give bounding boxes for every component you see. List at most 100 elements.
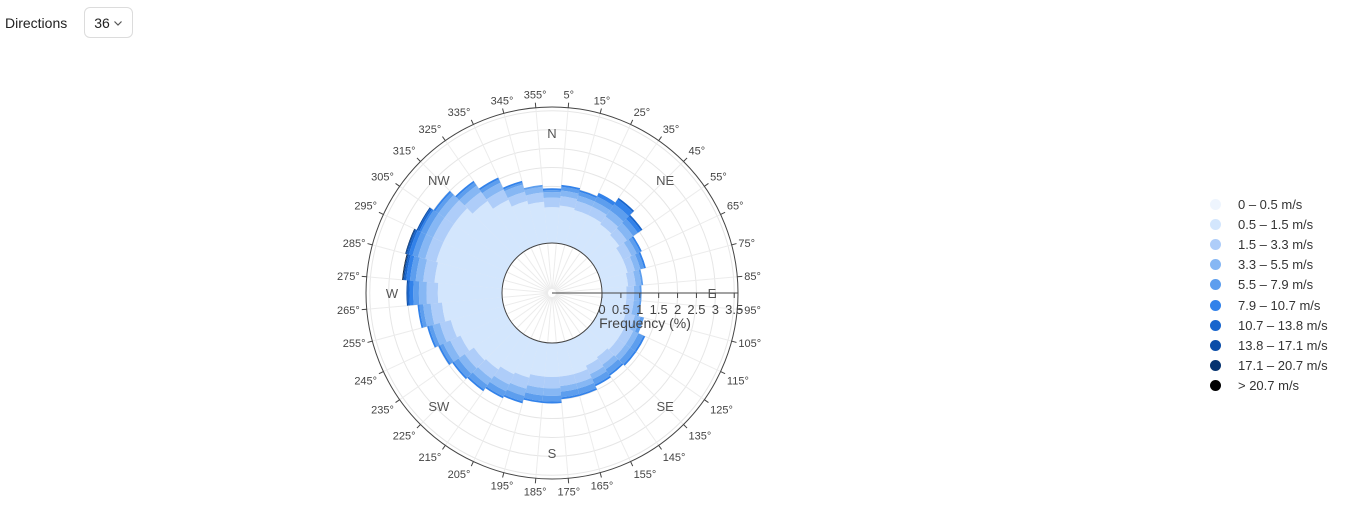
directions-label: Directions (5, 14, 68, 31)
wind-bar (523, 184, 543, 190)
wind-bar (585, 358, 604, 375)
inner-spoke (503, 288, 549, 294)
wind-bar (543, 191, 561, 199)
wind-bar (556, 205, 575, 245)
angular-gridline (592, 185, 705, 265)
legend-item[interactable]: 0.5 – 1.5 m/s (1210, 214, 1328, 234)
wind-bar (419, 304, 428, 328)
wind-bar (617, 197, 635, 213)
legend-swatch (1210, 339, 1221, 351)
inner-spoke (555, 271, 597, 292)
legend-swatch (1210, 299, 1221, 311)
legend-label: 13.8 – 17.1 m/s (1238, 337, 1328, 353)
wind-bar (417, 207, 433, 232)
wind-bar (473, 321, 517, 361)
wind-bar (503, 182, 523, 192)
wind-bar (486, 381, 507, 397)
legend-label: > 20.7 m/s (1238, 378, 1300, 394)
wind-bar (404, 254, 411, 281)
inner-spoke (553, 296, 574, 338)
directions-select[interactable]: 36 (84, 7, 133, 38)
angular-tick-label: 325° (419, 124, 442, 136)
wind-bar (402, 254, 408, 280)
wind-bar (576, 377, 594, 389)
wind-bar (544, 342, 560, 377)
wind-bar (628, 214, 643, 231)
inner-spoke (530, 296, 551, 338)
angular-tick (416, 424, 421, 429)
legend-item[interactable]: 3.3 – 5.5 m/s (1210, 255, 1328, 275)
angular-tick (470, 119, 474, 125)
wind-bar (597, 305, 626, 326)
wind-bar (616, 242, 632, 260)
inner-spoke (511, 264, 550, 292)
wind-bar (450, 335, 470, 358)
angular-tick (502, 472, 505, 478)
wind-bar (506, 382, 527, 397)
angular-tick-label: 35° (663, 124, 680, 136)
angular-tick-label: 75° (738, 238, 755, 250)
wind-bar (510, 372, 530, 389)
wind-bar (559, 374, 577, 387)
wind-bar (409, 256, 420, 282)
angular-tick-label: 45° (688, 146, 705, 158)
compass-label: SE (656, 399, 674, 414)
wind-bar (543, 387, 561, 396)
legend-item[interactable]: 13.8 – 17.1 m/s (1210, 335, 1328, 355)
angular-tick (395, 183, 400, 187)
compass-label: NE (656, 173, 674, 188)
inner-spoke (554, 295, 588, 329)
legend-item[interactable]: > 20.7 m/s (1210, 376, 1328, 396)
radial-tick-label: 3.5 (725, 302, 743, 317)
wind-bar (434, 262, 504, 289)
wind-bar (587, 321, 618, 350)
wind-bar (525, 385, 544, 396)
legend-label: 5.5 – 7.9 m/s (1238, 277, 1314, 293)
inner-spoke (538, 296, 552, 341)
legend-label: 7.9 – 10.7 m/s (1238, 297, 1321, 313)
inner-spoke (507, 294, 549, 315)
wind-bar (592, 371, 610, 385)
legend-swatch (1210, 360, 1221, 372)
wind-bar (561, 184, 581, 190)
wind-bar (628, 237, 641, 254)
wind-bar (511, 200, 540, 248)
wind-bar (486, 189, 509, 209)
legend-item[interactable]: 7.9 – 10.7 m/s (1210, 295, 1328, 315)
angular-tick-label: 215° (419, 452, 442, 464)
radial-tick-label: 0.5 (612, 302, 630, 317)
wind-bar (622, 256, 635, 273)
wind-bar (543, 190, 561, 193)
wind-bar (578, 191, 597, 202)
wind-bar (623, 239, 637, 256)
wind-bar (504, 184, 525, 199)
legend-item[interactable]: 5.5 – 7.9 m/s (1210, 275, 1328, 295)
legend-label: 10.7 – 13.8 m/s (1238, 317, 1328, 333)
wind-bar (452, 361, 468, 380)
bars (402, 177, 646, 404)
legend-item[interactable]: 1.5 – 3.3 m/s (1210, 234, 1328, 254)
directions-select-value: 36 (94, 14, 110, 31)
angular-tick-label: 355° (524, 90, 547, 102)
wind-bar (460, 314, 512, 351)
wind-bar (608, 363, 624, 376)
inner-spoke (551, 296, 557, 342)
inner-spoke (530, 248, 551, 290)
wind-bar (600, 216, 619, 234)
inner-spoke (504, 279, 549, 293)
inner-spoke (554, 264, 593, 292)
wind-bar (503, 394, 523, 404)
legend-item[interactable]: 17.1 – 20.7 m/s (1210, 356, 1328, 376)
legend-item[interactable]: 10.7 – 13.8 m/s (1210, 315, 1328, 335)
wind-bar (631, 236, 642, 252)
wind-bar (588, 206, 607, 223)
wind-bar (560, 190, 579, 200)
wind-bar (412, 231, 427, 258)
wind-bar (455, 180, 475, 198)
inner-spoke (555, 288, 601, 294)
angular-tick-label: 285° (343, 238, 366, 250)
wind-bar (561, 394, 580, 400)
legend-item[interactable]: 0 – 0.5 m/s (1210, 194, 1328, 214)
wind-bar (477, 359, 499, 379)
